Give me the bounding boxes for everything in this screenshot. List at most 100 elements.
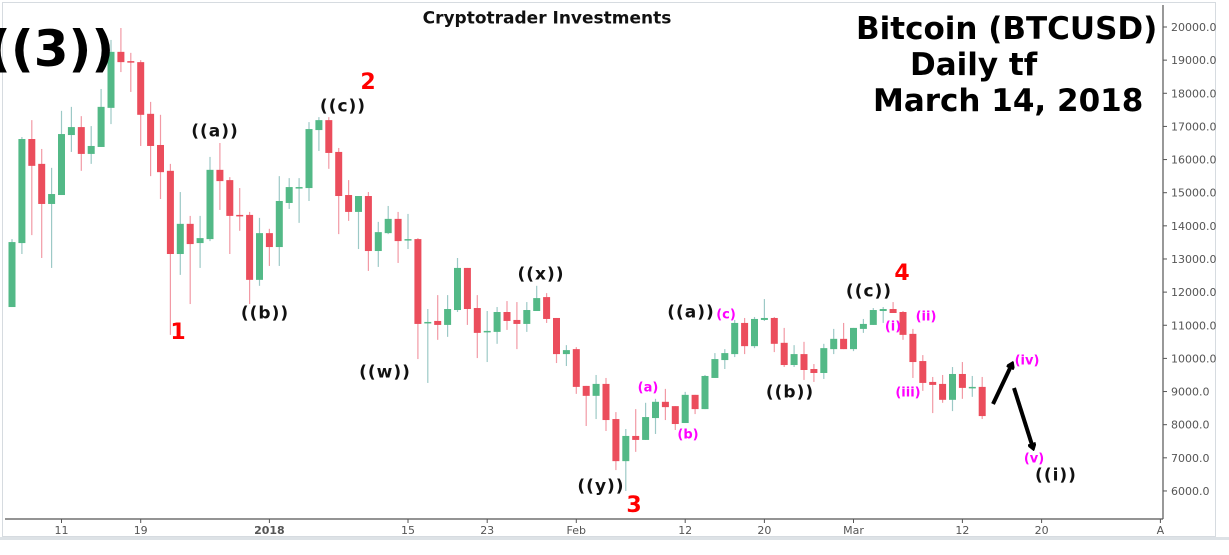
candle-body: [424, 321, 432, 324]
candle-body: [949, 373, 956, 400]
candle-body: [48, 194, 56, 204]
candle-body: [87, 145, 95, 154]
candle: [107, 39, 115, 125]
candle: [424, 309, 432, 383]
candle: [157, 114, 164, 199]
wave-a2-label: ((a)): [667, 302, 715, 323]
x-tick-label: A: [1157, 524, 1165, 537]
candle-body: [117, 51, 125, 63]
candle-body: [384, 218, 392, 234]
wave-i-label: ((i)): [1035, 465, 1077, 486]
candle: [939, 374, 947, 403]
candle: [721, 349, 729, 370]
candle: [661, 388, 669, 421]
candle: [642, 402, 650, 440]
subwave-c-label: (c): [716, 307, 736, 323]
candle: [869, 308, 877, 325]
candle-body: [869, 310, 877, 325]
candle-body: [850, 327, 857, 350]
candle: [325, 117, 333, 169]
y-tick-label: 14000.0: [1171, 220, 1217, 233]
wave-x-label: ((x)): [517, 264, 565, 285]
y-tick-label: 10000.0: [1171, 352, 1217, 365]
candle-body: [780, 342, 788, 366]
candle-body: [562, 350, 570, 355]
candle: [444, 295, 452, 337]
candle-body: [454, 267, 461, 311]
subwave-v-label: (v): [1023, 451, 1045, 467]
candle-body: [137, 62, 145, 115]
candle-body: [978, 386, 986, 417]
candle: [909, 328, 917, 378]
candle: [899, 311, 907, 340]
wave-b2-label: ((b)): [765, 382, 815, 403]
candle-body: [572, 349, 580, 387]
candle: [553, 317, 560, 364]
candle-body: [127, 61, 135, 63]
candle-body: [236, 214, 244, 217]
candle: [216, 142, 224, 210]
candle-body: [760, 317, 768, 320]
wave-2-label: 2: [360, 70, 376, 95]
candle: [404, 213, 412, 250]
candle-body: [899, 312, 907, 335]
candle: [137, 60, 145, 146]
candle: [562, 345, 570, 367]
candle-body: [731, 322, 739, 355]
asset-title: Bitcoin (BTCUSD): [856, 11, 1158, 47]
candle-body: [830, 338, 838, 350]
x-tick-label: 23: [480, 524, 494, 537]
x-tick-label: 11: [55, 524, 69, 537]
candle: [652, 398, 659, 434]
candle: [77, 116, 85, 171]
candle: [8, 239, 16, 308]
candle: [275, 176, 283, 266]
candle: [48, 167, 56, 268]
candle: [691, 394, 699, 415]
candle: [236, 188, 244, 231]
candle-body: [444, 309, 452, 325]
candle: [483, 311, 491, 363]
candle-body: [58, 134, 65, 196]
wave-b-label: ((b)): [240, 303, 290, 324]
candle-body: [206, 169, 214, 240]
candle: [364, 192, 372, 271]
candle-body: [38, 163, 46, 204]
y-tick-label: 6000.0: [1171, 485, 1210, 498]
candle: [840, 322, 848, 350]
candle-body: [810, 369, 818, 373]
candle-body: [166, 170, 174, 255]
candle-body: [582, 385, 590, 396]
candle-body: [929, 381, 937, 385]
candle-body: [513, 319, 521, 324]
candle-body: [770, 317, 778, 344]
subwave-iii-label: (iii): [895, 385, 921, 401]
y-tick-label: 19000.0: [1171, 54, 1217, 67]
subwave-i-label: (i): [884, 319, 902, 335]
candle: [919, 355, 927, 391]
candle: [929, 376, 937, 414]
candle-body: [246, 214, 254, 280]
date-label: March 14, 2018: [873, 83, 1144, 119]
arrow-down-to-v: [1012, 387, 1033, 448]
candle: [394, 211, 402, 263]
bottom-scroll-band: [0, 537, 1229, 555]
candle: [850, 327, 857, 352]
candle: [523, 302, 531, 332]
wave-w-label: ((w)): [359, 362, 411, 383]
candle: [67, 106, 75, 152]
chart-frame: [2, 2, 1216, 537]
candle: [285, 178, 293, 209]
candle: [790, 345, 798, 368]
candle-body: [8, 242, 16, 308]
candle: [295, 178, 303, 223]
x-tick-label: 20: [757, 524, 771, 537]
wave-y-label: ((y)): [577, 476, 625, 497]
candle: [374, 221, 382, 267]
candle-body: [404, 239, 412, 241]
candle-body: [691, 394, 699, 410]
candle-body: [97, 106, 105, 147]
candle-body: [612, 419, 620, 462]
candle-body: [147, 113, 155, 146]
